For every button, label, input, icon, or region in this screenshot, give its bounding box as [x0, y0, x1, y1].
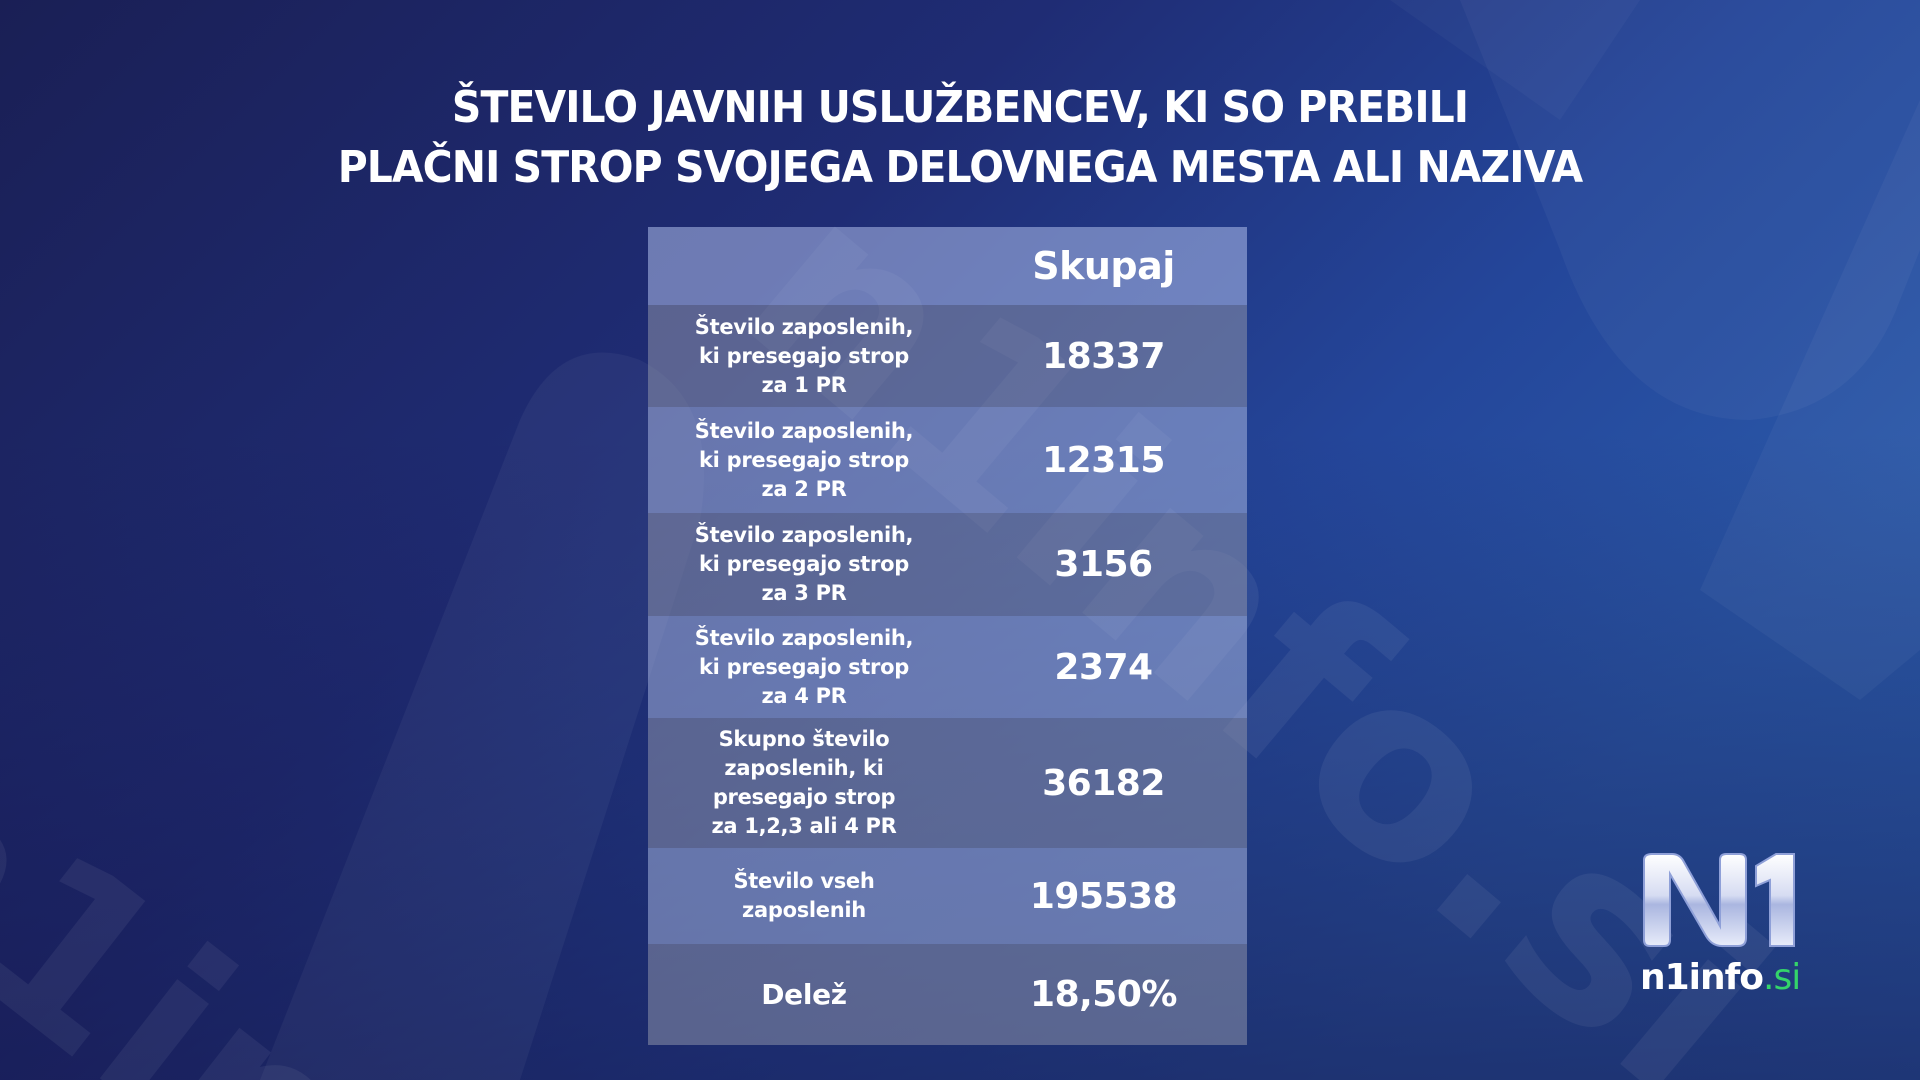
label-line: ki presegajo strop — [699, 447, 909, 472]
label-line: ki presegajo strop — [699, 552, 909, 576]
table-row: Delež 18,50% — [648, 944, 1247, 1045]
label-line: Število zaposlenih, — [694, 625, 914, 650]
logo-text: n1info.si — [1640, 957, 1801, 998]
label-line: Število vseh — [733, 869, 875, 893]
label-line: za 1,2,3 ali 4 PR — [711, 814, 897, 838]
n1-logo-mark-icon — [1643, 853, 1795, 947]
title-line-1: ŠTEVILO JAVNIH USLUŽBENCEV, KI SO PREBIL… — [451, 82, 1469, 133]
row-value: 18337 — [1042, 335, 1165, 377]
row-value: 36182 — [1042, 762, 1165, 804]
row-label: Število zaposlenih, ki presegajo strop z… — [648, 313, 960, 400]
label-line: presegajo strop — [712, 785, 896, 809]
data-table: Skupaj Število zaposlenih, ki presegajo … — [648, 227, 1247, 1045]
table-row: Število zaposlenih, ki presegajo strop z… — [648, 513, 1247, 616]
label-line: Število zaposlenih, — [694, 314, 914, 339]
logo-text-main: n1info — [1640, 957, 1764, 998]
label-line: Delež — [761, 978, 847, 1011]
row-label: Število vseh zaposlenih — [648, 867, 960, 925]
label-line: Število zaposlenih, — [694, 418, 914, 443]
label-line: Skupno število — [718, 727, 890, 751]
table-row: Število zaposlenih, ki presegajo strop z… — [648, 407, 1247, 513]
label-line: ki presegajo strop — [699, 343, 909, 368]
table-row: Število zaposlenih, ki presegajo strop z… — [648, 616, 1247, 718]
logo-text-domain: .si — [1763, 957, 1801, 998]
label-line: ki presegajo strop — [699, 654, 909, 679]
row-value: 12315 — [1042, 439, 1165, 481]
label-line: za 4 PR — [761, 683, 847, 708]
n1-logo: n1info.si — [1640, 852, 1801, 998]
row-label: Število zaposlenih, ki presegajo strop z… — [648, 521, 960, 608]
row-value: 3156 — [1054, 544, 1153, 585]
row-label: Skupno število zaposlenih, ki presegajo … — [648, 725, 960, 841]
label-line: za 1 PR — [761, 372, 847, 397]
row-label: Število zaposlenih, ki presegajo strop z… — [648, 624, 960, 711]
table-row: Skupno število zaposlenih, ki presegajo … — [648, 718, 1247, 848]
table-row: Število zaposlenih, ki presegajo strop z… — [648, 305, 1247, 407]
row-value: 2374 — [1054, 646, 1153, 688]
label-line: zaposlenih — [742, 898, 866, 922]
label-line: zaposlenih, ki — [724, 756, 884, 780]
label-line: za 3 PR — [761, 581, 847, 605]
row-label: Delež — [648, 980, 960, 1009]
title-line-2: PLAČNI STROP SVOJEGA DELOVNEGA MESTA ALI… — [337, 142, 1583, 193]
table-header-row: Skupaj — [648, 227, 1247, 305]
row-value: 195538 — [1029, 875, 1178, 917]
row-value: 18,50% — [1030, 974, 1177, 1015]
label-line: Število zaposlenih, — [694, 523, 914, 547]
watermark-text: n1info — [0, 700, 610, 1080]
table-row: Število vseh zaposlenih 195538 — [648, 848, 1247, 944]
row-label: Število zaposlenih, ki presegajo strop z… — [648, 417, 960, 504]
page-title: ŠTEVILO JAVNIH USLUŽBENCEV, KI SO PREBIL… — [67, 78, 1853, 198]
header-skupaj: Skupaj — [1032, 244, 1175, 288]
label-line: za 2 PR — [761, 476, 847, 501]
